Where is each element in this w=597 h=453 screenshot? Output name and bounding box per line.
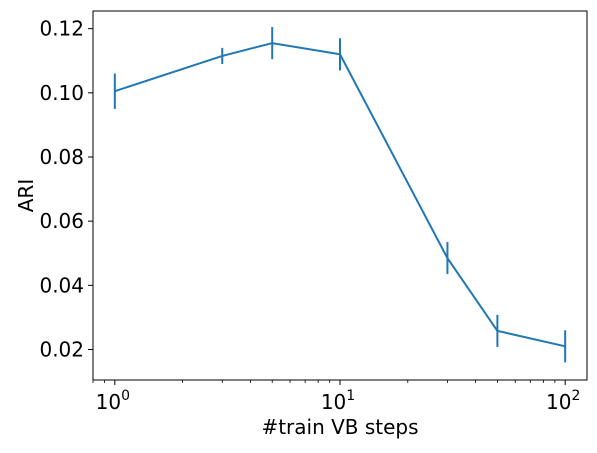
y-tick-label: 0.04 [39,273,84,297]
axis-ticks: 0.02 0.04 0.06 0.08 0.10 0.12 100 101 102 [39,17,580,414]
x-tick-label: 101 [321,388,355,414]
x-tick-label: 100 [96,388,130,414]
plot-marks [113,27,567,363]
x-tick-label: 102 [546,388,580,414]
series-line [114,42,566,348]
y-tick-label: 0.02 [39,338,84,362]
y-tick-label: 0.10 [39,81,84,105]
y-tick-label: 0.06 [39,209,84,233]
x-axis-label: #train VB steps [261,415,418,439]
y-axis-label: ARI [14,179,38,212]
y-tick-label: 0.12 [39,17,84,41]
y-tick-label: 0.08 [39,145,84,169]
